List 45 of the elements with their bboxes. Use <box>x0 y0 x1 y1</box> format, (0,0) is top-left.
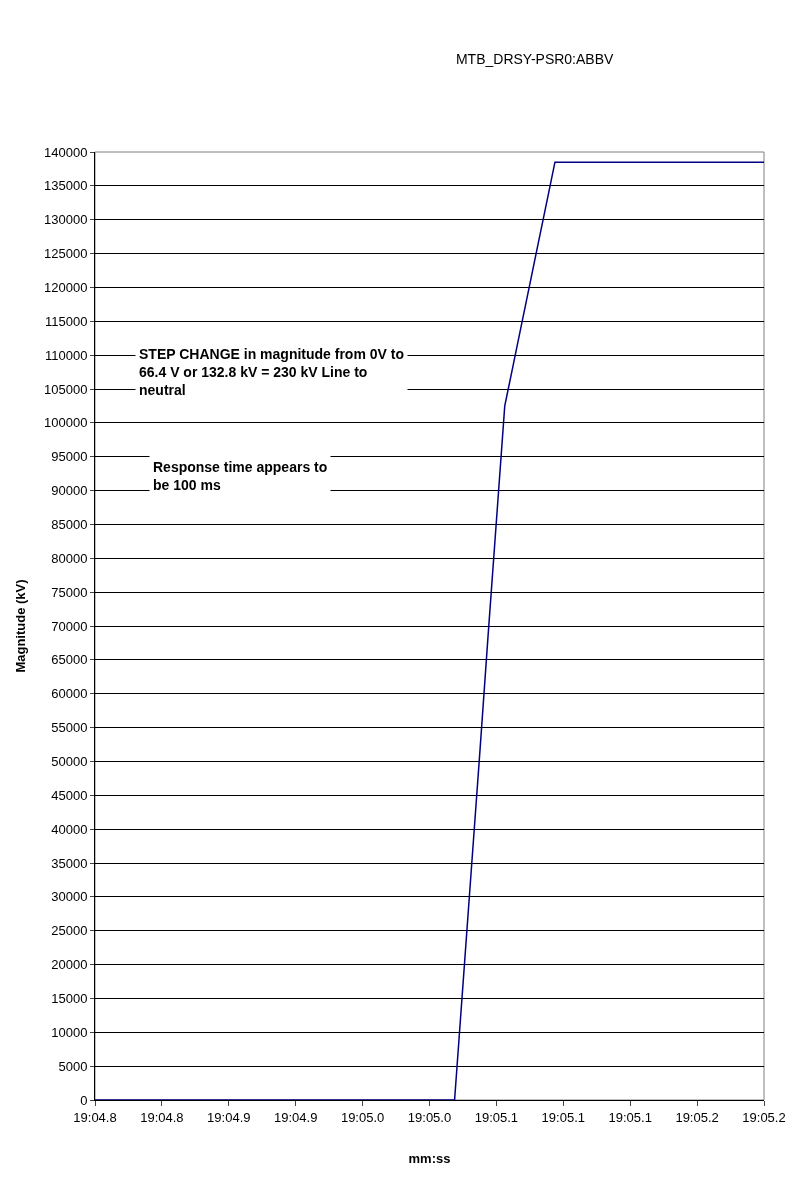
x-tick-label: 19:04.8 <box>73 1109 117 1125</box>
y-tick-label: 50000 <box>51 753 88 769</box>
y-tick-label: 15000 <box>51 990 88 1006</box>
annotation: Response time appears to be 100 ms <box>153 459 328 494</box>
y-tick-label: 85000 <box>51 516 88 532</box>
y-tick-label: 90000 <box>51 483 88 499</box>
x-tick-label: 19:05.0 <box>340 1109 385 1125</box>
y-tick-label: 100000 <box>44 415 88 431</box>
annotation: STEP CHANGE in magnitude from 0V to 66.4 V or 132.8 kV = 230 kV Line to neutral <box>139 346 404 399</box>
y-tick-label: 135000 <box>44 178 88 194</box>
y-tick-label: 80000 <box>51 550 88 566</box>
y-tick-label: 130000 <box>44 212 88 228</box>
y-tick-label: 65000 <box>51 652 88 668</box>
y-tick-label: 105000 <box>44 381 88 397</box>
y-axis-title: Magnitude (kV) <box>12 579 28 673</box>
y-tick-label: 120000 <box>44 279 88 295</box>
y-tick-label: 140000 <box>44 144 88 160</box>
y-tick-label: 75000 <box>51 584 88 600</box>
x-axis-title: mm:ss <box>408 1151 451 1167</box>
x-tick-label: 19:05.0 <box>407 1109 452 1125</box>
x-tick-label: 19:04.9 <box>274 1109 318 1125</box>
x-tick-label: 19:05.1 <box>608 1109 652 1125</box>
x-tick-label: 19:04.8 <box>140 1109 184 1125</box>
y-tick-label: 115000 <box>44 313 88 329</box>
y-tick-label: 95000 <box>51 449 88 465</box>
y-tick-label: 70000 <box>51 618 88 634</box>
y-tick-label: 30000 <box>51 889 88 905</box>
y-tick-label: 45000 <box>51 787 88 803</box>
y-tick-label: 40000 <box>51 821 88 837</box>
y-tick-label: 35000 <box>51 855 88 871</box>
x-tick-label: 19:04.9 <box>207 1109 251 1125</box>
y-tick-label: 10000 <box>51 1024 88 1040</box>
y-tick-label: 5000 <box>58 1058 88 1074</box>
y-tick-label: 20000 <box>51 957 88 973</box>
x-tick-label: 19:05.2 <box>742 1109 786 1125</box>
y-tick-label: 60000 <box>51 686 88 702</box>
y-tick-label: 0 <box>80 1092 88 1108</box>
x-tick-label: 19:05.1 <box>541 1109 585 1125</box>
chart-title: MTB_DRSY-PSR0:ABBV <box>455 50 615 67</box>
x-tick-label: 19:05.1 <box>474 1109 519 1125</box>
x-tick-label: 19:05.2 <box>675 1109 719 1125</box>
y-tick-label: 55000 <box>51 720 88 736</box>
y-tick-label: 125000 <box>44 246 88 262</box>
y-tick-label: 25000 <box>51 923 88 939</box>
y-tick-label: 110000 <box>44 347 88 363</box>
